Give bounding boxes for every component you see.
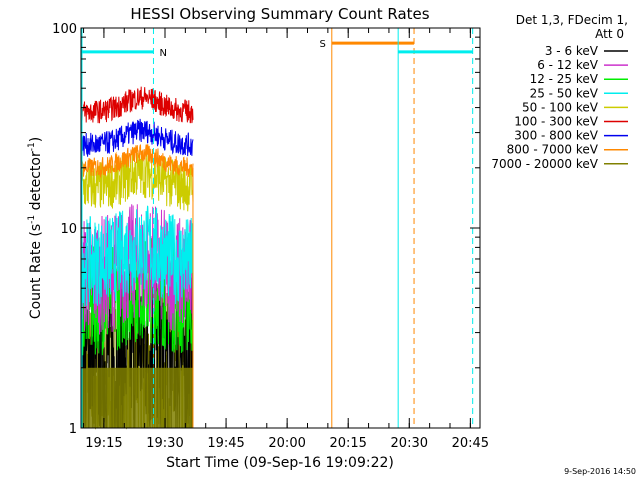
legend-label: 100 - 300 keV xyxy=(514,115,598,129)
annotation-layer: NS xyxy=(81,28,474,428)
x-tick-label: 19:15 xyxy=(85,436,122,451)
legend-label: 800 - 7000 keV xyxy=(507,143,599,157)
series-line xyxy=(80,144,194,179)
x-axis: 19:15 19:30 19:45 20:00 20:15 20:30 20:45 xyxy=(83,28,489,451)
legend-header-line-2: Att 0 xyxy=(595,27,624,41)
y-axis-label: Count Rate (s-1 detector-1) xyxy=(27,137,44,319)
x-tick-label: 20:30 xyxy=(391,436,428,451)
legend-label: 50 - 100 keV xyxy=(522,100,599,114)
data-layer xyxy=(80,86,194,430)
annotation-label: S xyxy=(319,39,325,50)
x-tick-label: 19:30 xyxy=(146,436,183,451)
x-tick-label: 20:00 xyxy=(268,436,305,451)
legend-label: 12 - 25 keV xyxy=(530,72,599,86)
legend-label: 3 - 6 keV xyxy=(545,44,599,58)
series-line xyxy=(80,150,194,212)
series-line xyxy=(80,205,194,307)
x-tick-label: 20:45 xyxy=(452,436,489,451)
series-fill-7000-20000 xyxy=(81,367,193,428)
legend-label: 6 - 12 keV xyxy=(537,58,599,72)
y-axis: 1 10 100 xyxy=(52,22,480,437)
legend-header-line-1: Det 1,3, FDecim 1, xyxy=(516,13,628,27)
legend-label: 25 - 50 keV xyxy=(530,86,599,100)
series-line xyxy=(80,118,194,157)
y-tick-label: 100 xyxy=(52,22,77,37)
series-line xyxy=(80,86,194,124)
timestamp: 9-Sep-2016 14:50 xyxy=(564,467,636,476)
x-tick-label: 20:15 xyxy=(329,436,366,451)
y-tick-label: 10 xyxy=(60,222,77,237)
x-tick-label: 19:45 xyxy=(207,436,244,451)
legend-label: 7000 - 20000 keV xyxy=(491,157,598,171)
annotation-label: N xyxy=(159,48,166,59)
legend-label: 300 - 800 keV xyxy=(514,129,598,143)
chart-title: HESSI Observing Summary Count Rates xyxy=(130,5,429,23)
y-tick-label: 1 xyxy=(69,422,77,437)
x-axis-label: Start Time (09-Sep-16 19:09:22) xyxy=(166,455,394,471)
